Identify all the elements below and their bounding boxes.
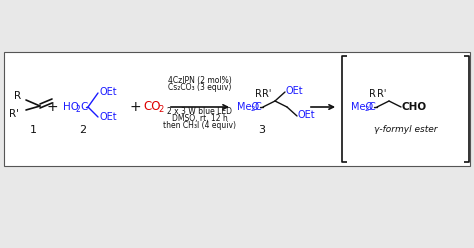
Text: 2 x 3 W blue LED: 2 x 3 W blue LED <box>167 107 233 117</box>
Text: OEt: OEt <box>286 86 304 96</box>
Text: MeO: MeO <box>237 102 259 112</box>
Text: R: R <box>255 89 262 99</box>
Text: 3: 3 <box>258 125 265 135</box>
Text: 2: 2 <box>251 106 255 112</box>
Text: R: R <box>369 89 375 99</box>
Text: R': R' <box>9 109 19 119</box>
Text: C: C <box>80 102 87 112</box>
Text: OEt: OEt <box>100 87 118 97</box>
Text: then CH₃I (4 equiv): then CH₃I (4 equiv) <box>164 122 237 130</box>
Text: MeO: MeO <box>351 102 373 112</box>
Text: 2: 2 <box>76 104 81 114</box>
Text: R': R' <box>262 89 272 99</box>
Bar <box>4 52 470 166</box>
Text: 2: 2 <box>80 125 87 135</box>
Text: R: R <box>14 91 21 101</box>
Text: 4CzIPN (2 mol%): 4CzIPN (2 mol%) <box>168 76 232 86</box>
Text: OEt: OEt <box>100 112 118 122</box>
Text: CO: CO <box>143 100 161 114</box>
Text: C: C <box>255 102 262 112</box>
Text: γ-formyl ester: γ-formyl ester <box>374 125 438 134</box>
Text: 2: 2 <box>365 106 369 112</box>
Text: DMSO, rt, 12 h: DMSO, rt, 12 h <box>172 115 228 124</box>
Text: R': R' <box>377 89 387 99</box>
Text: 2: 2 <box>158 104 163 114</box>
Text: 1: 1 <box>29 125 36 135</box>
Text: +: + <box>46 100 58 114</box>
Text: Cs₂CO₃ (3 equiv): Cs₂CO₃ (3 equiv) <box>168 84 232 93</box>
Text: CHO: CHO <box>402 102 427 112</box>
Text: +: + <box>129 100 141 114</box>
Text: OEt: OEt <box>298 110 316 120</box>
Text: HO: HO <box>63 102 79 112</box>
Text: C: C <box>369 102 376 112</box>
